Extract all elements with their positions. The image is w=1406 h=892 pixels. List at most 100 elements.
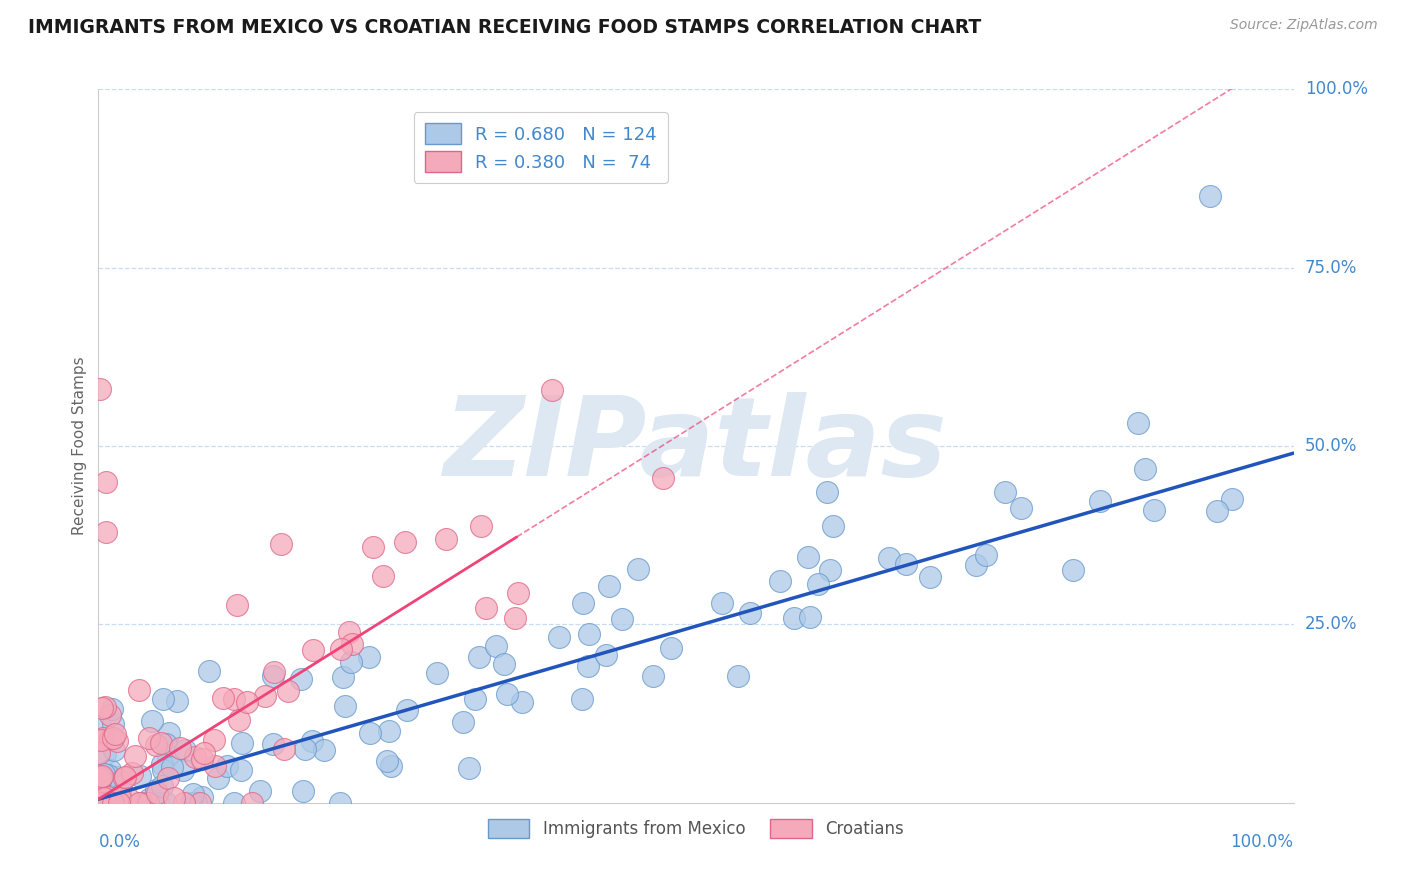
Text: 75.0%: 75.0% — [1305, 259, 1357, 277]
Point — [242, 796, 264, 810]
Point — [90, 770, 112, 784]
Point — [224, 796, 246, 810]
Point — [202, 733, 225, 747]
Point — [97, 796, 120, 810]
Point — [301, 734, 323, 748]
Point — [89, 796, 111, 810]
Point — [191, 790, 214, 805]
Point — [138, 731, 160, 746]
Point — [162, 790, 184, 805]
Point — [1010, 500, 1032, 515]
Point — [98, 707, 121, 722]
Point — [138, 791, 160, 805]
Point — [101, 717, 124, 731]
Point — [110, 774, 132, 789]
Point — [150, 780, 173, 794]
Point — [710, 596, 733, 610]
Point — [93, 767, 115, 781]
Point — [277, 684, 299, 698]
Point — [190, 751, 212, 765]
Point — [1062, 563, 1084, 577]
Point — [146, 796, 169, 810]
Point — [128, 796, 150, 810]
Point — [184, 796, 207, 810]
Point — [145, 783, 167, 797]
Point — [105, 796, 128, 810]
Point — [595, 648, 617, 663]
Point — [661, 640, 683, 655]
Point — [231, 763, 253, 777]
Point — [578, 627, 600, 641]
Point — [96, 796, 118, 810]
Point — [470, 518, 492, 533]
Point — [105, 796, 128, 810]
Point — [94, 475, 117, 489]
Point — [101, 796, 124, 810]
Point — [395, 703, 418, 717]
Point — [97, 788, 120, 802]
Point — [107, 794, 129, 808]
Point — [108, 788, 131, 802]
Point — [815, 484, 838, 499]
Point — [796, 549, 818, 564]
Point — [100, 701, 122, 715]
Point — [262, 737, 284, 751]
Point — [224, 692, 246, 706]
Point — [249, 783, 271, 797]
Point — [212, 691, 235, 706]
Point — [207, 771, 229, 785]
Point — [263, 665, 285, 679]
Point — [270, 537, 292, 551]
Point — [131, 796, 153, 810]
Point — [361, 540, 384, 554]
Point — [217, 759, 239, 773]
Point — [598, 579, 620, 593]
Point — [128, 769, 150, 783]
Point — [236, 696, 259, 710]
Point — [359, 726, 381, 740]
Point — [98, 784, 121, 798]
Point — [97, 790, 120, 805]
Point — [146, 796, 169, 810]
Point — [727, 668, 749, 682]
Point — [198, 664, 221, 678]
Point — [768, 574, 790, 589]
Point — [494, 657, 516, 671]
Point — [98, 796, 121, 810]
Point — [503, 611, 526, 625]
Point — [894, 558, 917, 572]
Point — [651, 470, 673, 484]
Point — [166, 694, 188, 708]
Point — [145, 786, 167, 800]
Point — [510, 695, 533, 709]
Point — [610, 612, 633, 626]
Point — [91, 769, 114, 783]
Point — [974, 548, 997, 562]
Point — [128, 682, 150, 697]
Point — [965, 558, 987, 572]
Point — [162, 760, 184, 774]
Point — [110, 779, 132, 793]
Point — [87, 796, 110, 810]
Point — [738, 606, 761, 620]
Point — [262, 669, 284, 683]
Point — [547, 630, 569, 644]
Point — [920, 570, 942, 584]
Point — [108, 791, 131, 805]
Point — [799, 610, 821, 624]
Point — [290, 672, 312, 686]
Text: Source: ZipAtlas.com: Source: ZipAtlas.com — [1230, 18, 1378, 32]
Point — [105, 733, 128, 747]
Point — [231, 736, 253, 750]
Point — [155, 796, 177, 810]
Point — [506, 586, 529, 600]
Point — [136, 796, 159, 810]
Text: 100.0%: 100.0% — [1230, 833, 1294, 851]
Point — [641, 669, 664, 683]
Point — [273, 742, 295, 756]
Point — [141, 714, 163, 728]
Text: ZIPatlas: ZIPatlas — [444, 392, 948, 500]
Point — [157, 726, 180, 740]
Point — [96, 796, 118, 810]
Point — [329, 642, 352, 657]
